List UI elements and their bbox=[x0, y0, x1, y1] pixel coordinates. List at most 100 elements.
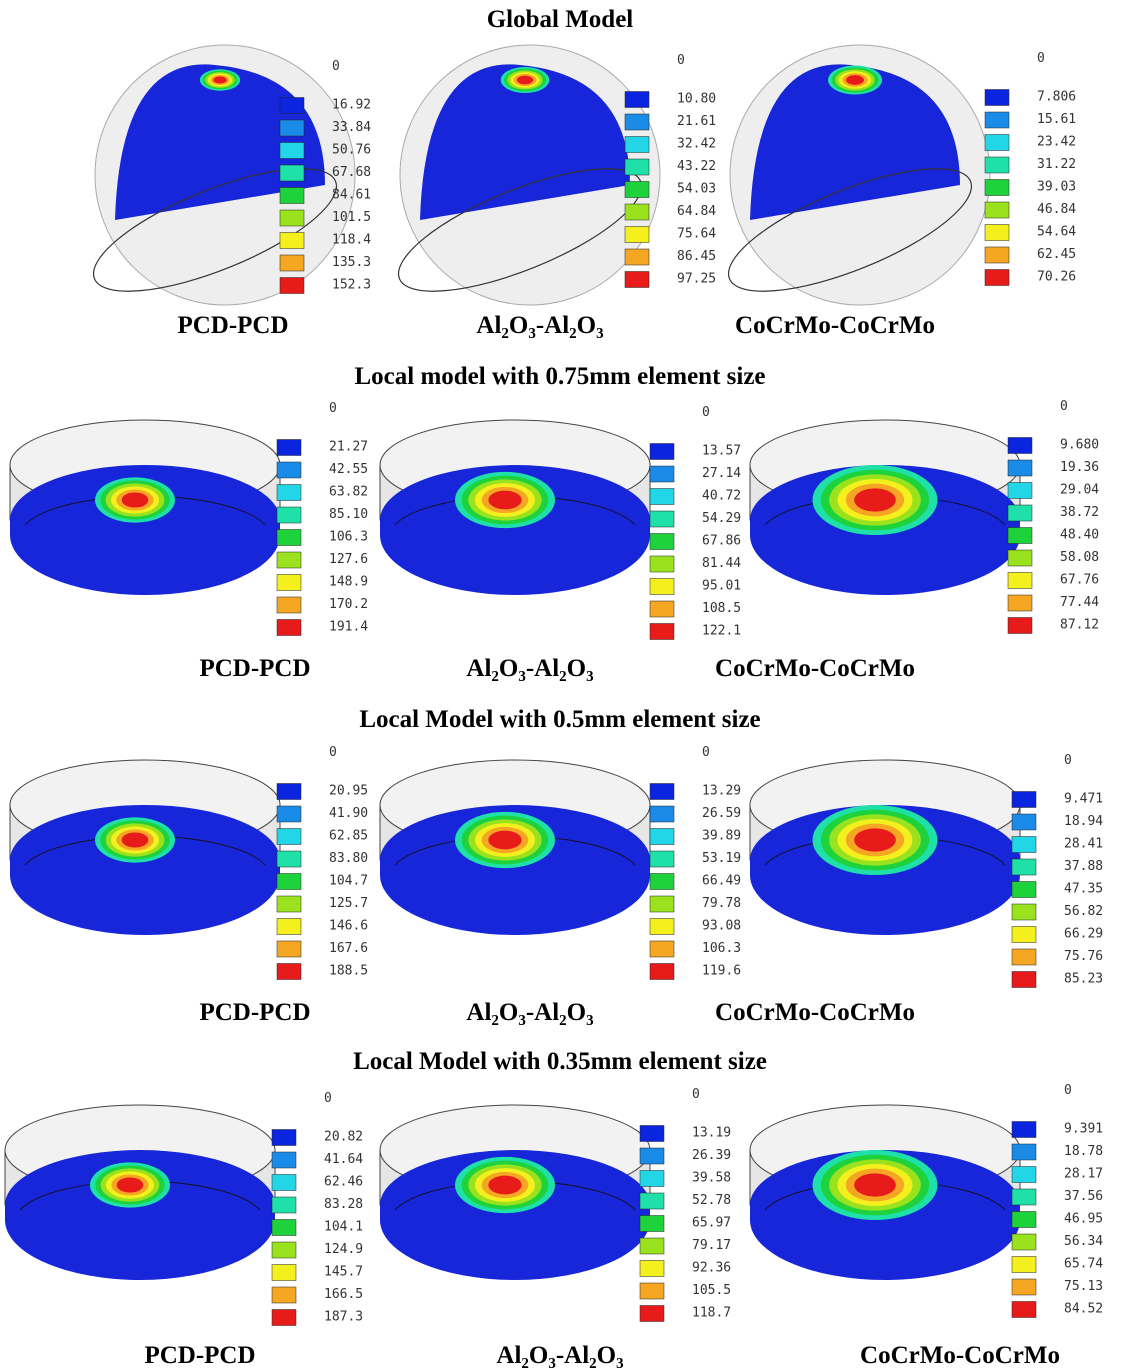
legend-swatch bbox=[1007, 459, 1033, 477]
legend-swatch bbox=[276, 529, 302, 546]
contour bbox=[488, 830, 522, 850]
legend-value: 20.82 bbox=[324, 1130, 363, 1145]
legend-value: 13.57 bbox=[702, 444, 741, 459]
legend-value: 119.6 bbox=[702, 964, 741, 979]
legend-value: 79.78 bbox=[702, 896, 741, 911]
legend-swatch bbox=[276, 619, 302, 636]
legend-swatch bbox=[1007, 437, 1033, 454]
legend-value: 62.85 bbox=[329, 829, 368, 844]
legend-swatch bbox=[1011, 1233, 1037, 1251]
legend-swatch bbox=[279, 164, 305, 182]
legend-value: 26.39 bbox=[692, 1148, 731, 1163]
legend-value: 56.82 bbox=[1064, 904, 1103, 919]
contour bbox=[121, 832, 149, 848]
legend-value: 54.29 bbox=[702, 511, 741, 526]
legend-swatch bbox=[624, 113, 650, 131]
legend-value: 77.44 bbox=[1060, 595, 1099, 610]
legend-swatch bbox=[276, 596, 302, 614]
legend-swatch bbox=[639, 1147, 665, 1165]
contour bbox=[488, 490, 522, 510]
dish bbox=[380, 1150, 650, 1280]
legend-value: 85.10 bbox=[329, 507, 368, 522]
legend-value: 52.78 bbox=[692, 1193, 731, 1208]
legend-swatch bbox=[639, 1260, 665, 1277]
legend-swatch bbox=[649, 443, 675, 460]
legend-value: 48.40 bbox=[1060, 528, 1099, 543]
contour bbox=[121, 492, 149, 508]
legend-value: 41.90 bbox=[329, 806, 368, 821]
dish bbox=[10, 465, 280, 595]
legend-swatch bbox=[271, 1151, 297, 1169]
legend-swatch bbox=[1011, 1121, 1037, 1138]
legend-value: 27.14 bbox=[702, 466, 741, 481]
legend-swatch bbox=[649, 578, 675, 595]
legend-value: 79.17 bbox=[692, 1238, 731, 1253]
legend-value: 0 bbox=[1060, 399, 1068, 414]
legend-swatch bbox=[276, 940, 302, 958]
legend-swatch bbox=[624, 181, 650, 198]
legend-value: 46.84 bbox=[1037, 202, 1076, 217]
legend-swatch bbox=[649, 895, 675, 913]
legend-value: 0 bbox=[324, 1091, 332, 1106]
legend-swatch bbox=[649, 510, 675, 528]
panel-label: Al₂O₃-Al₂O₃ bbox=[496, 1342, 623, 1369]
legend-value: 75.64 bbox=[677, 227, 716, 242]
legend-value: 86.45 bbox=[677, 249, 716, 264]
legend-swatch bbox=[639, 1215, 665, 1232]
legend-value: 28.17 bbox=[1064, 1167, 1103, 1182]
legend-swatch bbox=[649, 828, 675, 845]
legend-swatch bbox=[624, 203, 650, 221]
legend-swatch bbox=[1011, 948, 1037, 966]
legend-value: 152.3 bbox=[332, 278, 371, 293]
legend-swatch bbox=[279, 97, 305, 114]
legend-value: 38.72 bbox=[1060, 505, 1099, 520]
legend-value: 39.03 bbox=[1037, 180, 1076, 195]
legend-swatch bbox=[1011, 881, 1037, 898]
legend-value: 29.04 bbox=[1060, 483, 1099, 498]
legend-value: 0 bbox=[692, 1087, 700, 1102]
legend-value: 32.42 bbox=[677, 137, 716, 152]
legend-swatch bbox=[984, 246, 1010, 264]
legend-swatch bbox=[276, 850, 302, 868]
ring bbox=[727, 168, 973, 292]
legend-value: 50.76 bbox=[332, 143, 371, 158]
legend-swatch bbox=[624, 91, 650, 108]
legend-value: 18.78 bbox=[1064, 1144, 1103, 1159]
legend-swatch bbox=[984, 156, 1010, 174]
legend-value: 42.55 bbox=[329, 462, 368, 477]
contour bbox=[116, 1177, 144, 1193]
legend-value: 66.29 bbox=[1064, 927, 1103, 942]
legend-value: 66.49 bbox=[702, 874, 741, 889]
legend-value: 21.61 bbox=[677, 114, 716, 129]
legend-swatch bbox=[624, 271, 650, 288]
legend-value: 65.74 bbox=[1064, 1257, 1103, 1272]
legend-value: 135.3 bbox=[332, 255, 371, 270]
legend-value: 0 bbox=[1064, 1083, 1072, 1098]
legend-value: 106.3 bbox=[702, 941, 741, 956]
legend-value: 75.76 bbox=[1064, 949, 1103, 964]
legend-value: 83.28 bbox=[324, 1197, 363, 1212]
legend-swatch bbox=[1011, 1256, 1037, 1273]
legend-value: 39.58 bbox=[692, 1171, 731, 1186]
legend-value: 83.80 bbox=[329, 851, 368, 866]
legend-swatch bbox=[649, 783, 675, 800]
legend-value: 15.61 bbox=[1037, 112, 1076, 127]
legend-swatch bbox=[279, 232, 305, 249]
legend-swatch bbox=[639, 1170, 665, 1187]
legend-value: 21.27 bbox=[329, 440, 368, 455]
legend-swatch bbox=[639, 1192, 665, 1210]
legend-value: 0 bbox=[1037, 51, 1045, 66]
legend-value: 170.2 bbox=[329, 597, 368, 612]
legend-value: 58.08 bbox=[1060, 550, 1099, 565]
legend-swatch bbox=[1011, 791, 1037, 808]
legend-swatch bbox=[624, 248, 650, 266]
legend-swatch bbox=[624, 158, 650, 176]
legend-value: 7.806 bbox=[1037, 90, 1076, 105]
legend-value: 10.80 bbox=[677, 92, 716, 107]
legend-value: 31.22 bbox=[1037, 157, 1076, 172]
legend-swatch bbox=[1007, 572, 1033, 589]
legend-swatch bbox=[1011, 1188, 1037, 1206]
legend-value: 65.97 bbox=[692, 1216, 731, 1231]
legend-value: 0 bbox=[329, 745, 337, 760]
